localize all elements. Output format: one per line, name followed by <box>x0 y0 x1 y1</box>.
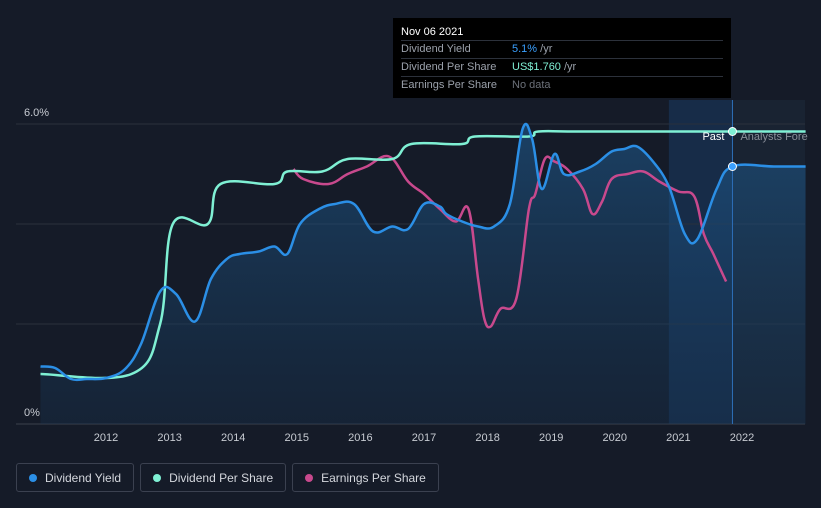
tooltip-value: 5.1% <box>512 43 538 55</box>
x-tick-label: 2012 <box>94 432 118 444</box>
tooltip-label: Dividend Per Share <box>401 61 497 73</box>
dividend-yield-line <box>40 122 806 382</box>
hover-tooltip: Nov 06 2021 Dividend Yield 5.1% /yr Divi… <box>393 18 731 98</box>
legend-label: Dividend Yield <box>45 470 122 485</box>
legend-dividend-per-share[interactable]: Dividend Per Share <box>140 463 287 492</box>
tooltip-value: US$1.760 <box>512 61 561 73</box>
legend-label: Earnings Per Share <box>321 470 426 485</box>
x-tick-label: 2021 <box>666 432 690 444</box>
tooltip-row-yield: Dividend Yield 5.1% /yr <box>401 40 723 58</box>
x-tick-label: 2016 <box>348 432 372 444</box>
earnings-per-share-line <box>292 154 728 329</box>
x-tick-label: 2018 <box>475 432 499 444</box>
legend-dot-icon <box>153 473 162 482</box>
dividend-per-share-marker[interactable] <box>727 127 737 136</box>
chart-legend: Dividend Yield Dividend Per Share Earnin… <box>16 463 439 492</box>
tooltip-unit: /yr <box>537 43 553 55</box>
tooltip-label: Earnings Per Share <box>401 79 497 91</box>
y-tick-label: 6.0% <box>24 107 49 119</box>
tooltip-row-eps: Earnings Per Share No data <box>401 76 723 94</box>
dividend-yield-marker[interactable] <box>727 162 737 171</box>
series-lines <box>40 122 806 382</box>
analysts-forecast-label: Analysts Fore <box>740 131 807 143</box>
x-tick-label: 2015 <box>285 432 309 444</box>
x-tick-label: 2019 <box>539 432 563 444</box>
tooltip-label: Dividend Yield <box>401 43 471 55</box>
x-tick-label: 2020 <box>603 432 627 444</box>
x-tick-label: 2017 <box>412 432 436 444</box>
past-label: Past <box>702 131 724 143</box>
tooltip-row-dps: Dividend Per Share US$1.760 /yr <box>401 58 723 76</box>
legend-dividend-yield[interactable]: Dividend Yield <box>16 463 135 492</box>
x-tick-label: 2013 <box>157 432 181 444</box>
legend-dot-icon <box>29 473 37 482</box>
tooltip-unit: /yr <box>560 61 577 73</box>
y-axis-ticks: 6.0% 0% <box>24 107 49 419</box>
y-tick-label: 0% <box>24 407 40 419</box>
legend-earnings-per-share[interactable]: Earnings Per Share <box>292 463 439 492</box>
dividend-yield-area <box>40 123 806 424</box>
tooltip-value: No data <box>512 79 551 91</box>
tooltip-date: Nov 06 2021 <box>401 26 464 38</box>
legend-label: Dividend Per Share <box>169 470 274 485</box>
x-axis-ticks: 2012 2013 2014 2015 2016 2017 2018 2019 2020 2021… <box>94 432 754 444</box>
x-tick-label: 2014 <box>221 432 245 444</box>
legend-dot-icon <box>305 473 314 482</box>
x-tick-label: 2022 <box>730 432 754 444</box>
dividend-per-share-line <box>40 129 806 380</box>
